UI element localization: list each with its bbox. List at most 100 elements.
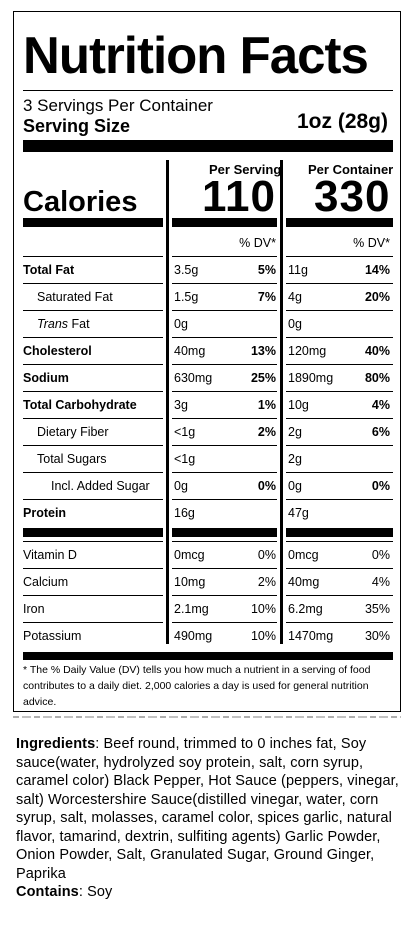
calories-per-container: 330 <box>314 172 391 221</box>
per-container-header: Per Container <box>308 162 394 177</box>
vitamin-divider-label <box>23 568 163 569</box>
vitamin-container-dv: 30% <box>364 629 390 643</box>
footnote: * The % Daily Value (DV) tells you how m… <box>23 664 371 708</box>
row-divider-label <box>23 499 163 500</box>
nutrient-name: Saturated Fat <box>37 290 113 304</box>
vitamin-divider-serving <box>172 595 277 596</box>
container-dv: 0% <box>371 479 390 493</box>
vitamin-divider-label <box>23 595 163 596</box>
row-divider-serving <box>172 499 277 500</box>
row-divider-label <box>23 418 163 419</box>
nutrition-label: Nutrition Facts 3 Servings Per Container… <box>13 11 401 712</box>
container-dv: 4% <box>371 398 390 412</box>
vitamin-container-amount: 40mg <box>288 575 320 589</box>
container-dv: 14% <box>364 263 390 277</box>
servings-per-container: 3 Servings Per Container <box>23 96 213 115</box>
serving-amount: 3g <box>174 398 188 412</box>
vitamin-name: Iron <box>23 602 45 616</box>
dv-header-container: % DV* <box>353 236 390 250</box>
container-amount: 4g <box>288 290 302 304</box>
vitamin-divider-serving <box>172 568 277 569</box>
title-divider <box>23 90 393 91</box>
row-divider-label <box>23 337 163 338</box>
serving-dv: 2% <box>257 425 276 439</box>
vitamin-name: Potassium <box>23 629 82 643</box>
vitamin-divider-container <box>286 595 393 596</box>
container-amount: 11g <box>288 263 308 277</box>
container-amount: 0g <box>288 317 302 331</box>
container-amount: 2g <box>288 452 302 466</box>
serving-dv: 13% <box>250 344 276 358</box>
serving-dv: 5% <box>257 263 276 277</box>
calories-per-serving: 110 <box>202 172 276 221</box>
row-divider-serving <box>172 310 277 311</box>
serving-size-value: 1oz (28g) <box>296 110 388 133</box>
nutrient-name: Dietary Fiber <box>37 425 109 439</box>
container-amount: 120mg <box>288 344 327 358</box>
row-divider-container <box>286 472 393 473</box>
contains-text: : Soy <box>78 884 113 900</box>
row-divider-serving <box>172 283 277 284</box>
row-divider-label <box>23 310 163 311</box>
ingredients-block: Ingredients: Beef round, trimmed to 0 in… <box>16 735 406 902</box>
nutrient-name-prefix: Trans <box>37 317 69 331</box>
serving-amount: 1.5g <box>174 290 199 304</box>
serving-dv: 0% <box>257 479 276 493</box>
row-divider-container <box>286 418 393 419</box>
contains-label: Contains <box>16 884 79 900</box>
vitamin-container-amount: 6.2mg <box>288 602 323 616</box>
vitamin-divider-top-container <box>286 541 393 542</box>
row-divider-serving <box>172 391 277 392</box>
row-divider-container <box>286 391 393 392</box>
row-divider-top-serving <box>172 256 277 257</box>
row-divider-serving <box>172 418 277 419</box>
nutrient-name-rest: Fat <box>68 317 90 331</box>
serving-amount: <1g <box>174 425 196 439</box>
nutrient-name: Sodium <box>23 371 69 385</box>
nutrient-name: Incl. Added Sugar <box>51 479 150 493</box>
row-divider-serving <box>172 445 277 446</box>
vitamin-divider-label <box>23 622 163 623</box>
per-serving-header: Per Serving <box>209 162 282 177</box>
container-amount: 10g <box>288 398 309 412</box>
vitamin-container-dv: 4% <box>371 575 390 589</box>
vitamin-container-amount: 0mcg <box>288 548 319 562</box>
serving-amount: <1g <box>174 452 196 466</box>
vitamin-serving-dv: 0% <box>257 548 276 562</box>
serving-dv: 7% <box>257 290 276 304</box>
serving-size-label: Serving Size <box>23 116 131 136</box>
footnote-bar <box>23 652 393 660</box>
vitamin-container-dv: 35% <box>364 602 390 616</box>
ingredients-text: : Beef round, trimmed to 0 inches fat, S… <box>16 736 399 882</box>
protein-bar-serving <box>172 528 277 537</box>
vitamin-container-dv: 0% <box>371 548 390 562</box>
calories-bar-container <box>286 218 393 227</box>
dv-header-serving: % DV* <box>239 236 276 250</box>
container-dv: 40% <box>364 344 390 358</box>
row-divider-serving <box>172 337 277 338</box>
vitamin-divider-container <box>286 568 393 569</box>
nutrient-name: Total Carbohydrate <box>23 398 137 412</box>
container-amount: 2g <box>288 425 302 439</box>
serving-dv: 25% <box>250 371 276 385</box>
row-divider-serving <box>172 472 277 473</box>
row-divider-container <box>286 499 393 500</box>
nutrient-name: Total Sugars <box>37 452 107 466</box>
serving-amount: 3.5g <box>174 263 199 277</box>
vitamin-divider-top-label <box>23 541 163 542</box>
nutrient-name: Total Fat <box>23 263 75 277</box>
vitamin-divider-serving <box>172 622 277 623</box>
calories-bar-label <box>23 218 163 227</box>
serving-dv: 1% <box>257 398 276 412</box>
row-divider-top-container <box>286 256 393 257</box>
row-divider-label <box>23 472 163 473</box>
row-divider-top-label <box>23 256 163 257</box>
serving-amount: 0g <box>174 479 188 493</box>
nutrient-name: Trans Fat <box>37 317 90 331</box>
serving-size-bar <box>23 140 393 152</box>
vitamin-divider-top-serving <box>172 541 277 542</box>
row-divider-container <box>286 364 393 365</box>
vitamin-serving-dv: 10% <box>250 629 276 643</box>
cropped-text-strip <box>13 712 401 722</box>
row-divider-label <box>23 283 163 284</box>
